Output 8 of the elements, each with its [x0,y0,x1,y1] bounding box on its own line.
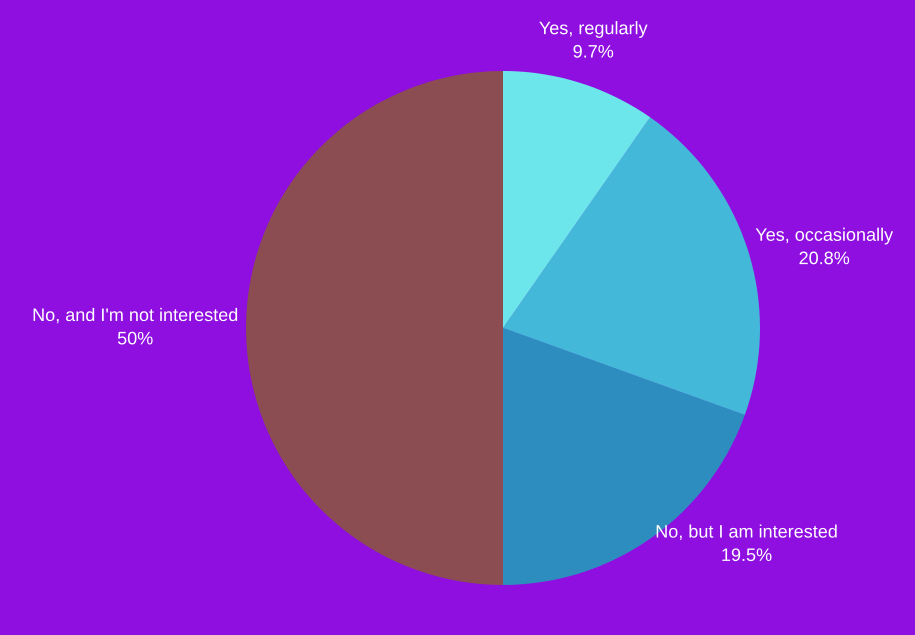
slice-label: Yes, regularly [539,21,648,38]
slice-label: No, but I am interested [656,524,837,540]
slice-label: No, and I'm not interested [34,308,238,324]
data-label: 50% [118,332,153,345]
data-label: 9.7% [573,44,614,58]
data-label: 19.5% [722,548,772,562]
slice-label: Yes, occasionally [756,228,894,245]
data-label: 20.8% [800,252,850,264]
